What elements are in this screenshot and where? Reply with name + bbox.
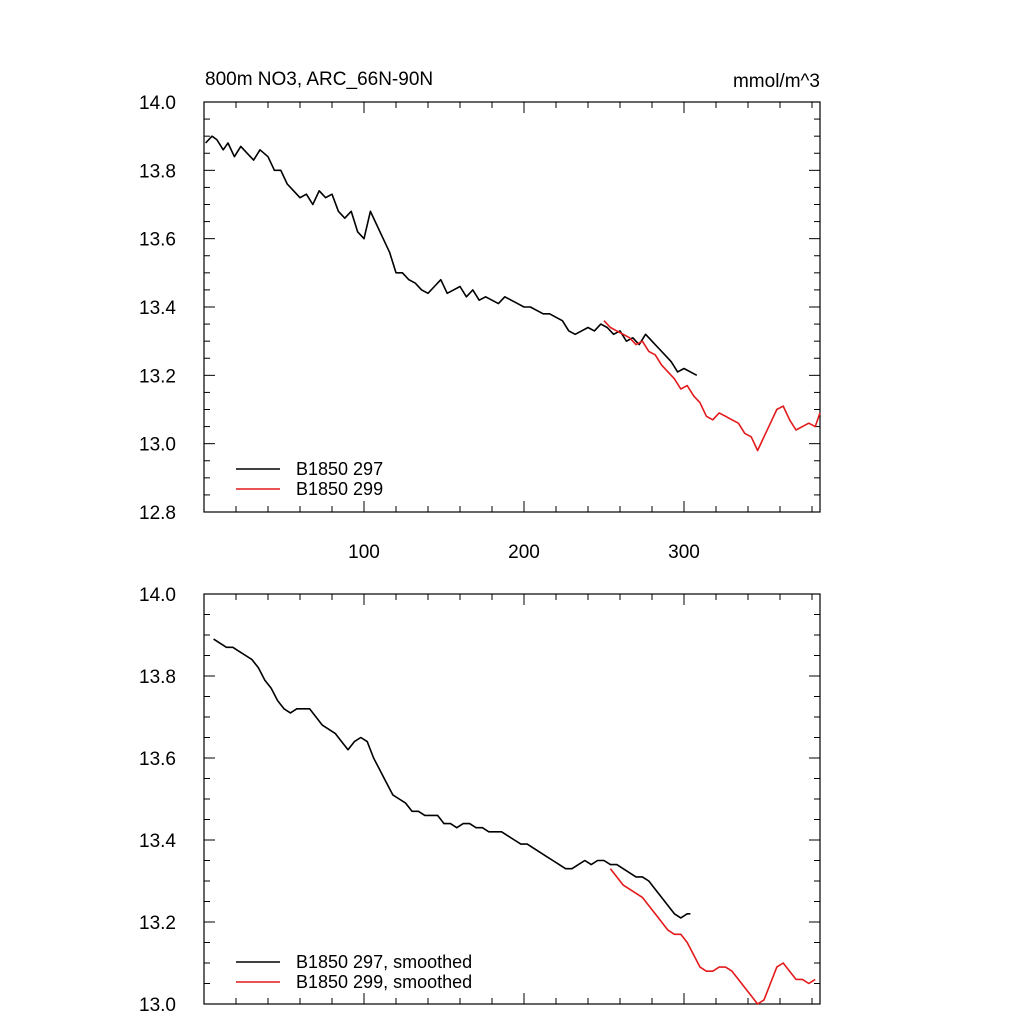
y-tick-label: 12.8 [139, 503, 176, 524]
y-tick-label: 13.2 [139, 913, 176, 934]
plot-frame [203, 101, 821, 513]
legend-label: B1850 299, smoothed [296, 972, 472, 992]
y-tick-label: 13.2 [139, 366, 176, 387]
series-line-red [609, 868, 816, 1005]
y-tick-label: 13.8 [139, 161, 176, 182]
y-tick-label: 14.0 [139, 93, 176, 114]
y-tick-label: 13.4 [139, 831, 176, 852]
plot-frame [203, 593, 821, 1005]
chart-title: 800m NO3, ARC_66N-90N [205, 69, 433, 90]
x-tick-label: 100 [348, 542, 380, 563]
series-line-black [213, 638, 691, 919]
y-tick-label: 13.6 [139, 230, 176, 251]
x-tick-label: 200 [508, 542, 540, 563]
y-tick-label: 13.0 [139, 995, 176, 1016]
y-tick-label: 14.0 [139, 585, 176, 606]
smoothed-panel: 13.0 13.2 13.4 13.6 13.8 14.0 B1850 297, smoot… [139, 585, 821, 1016]
legend-label: B1850 297, smoothed [296, 952, 472, 972]
y-tick-label: 13.8 [139, 667, 176, 688]
y-tick-label: 13.6 [139, 749, 176, 770]
x-tick-label: 300 [668, 542, 700, 563]
units-label: mmol/m^3 [733, 71, 820, 92]
y-tick-label: 13.0 [139, 435, 176, 456]
series-line-red [603, 320, 821, 452]
y-tick-label: 13.4 [139, 298, 176, 319]
legend-label: B1850 297 [296, 459, 383, 479]
series-line-black [205, 135, 698, 377]
legend-label: B1850 299 [296, 479, 383, 499]
raw-panel: 12.8 13.0 13.2 13.4 13.6 13.8 14.0 100 200 300 B18… [139, 93, 821, 563]
